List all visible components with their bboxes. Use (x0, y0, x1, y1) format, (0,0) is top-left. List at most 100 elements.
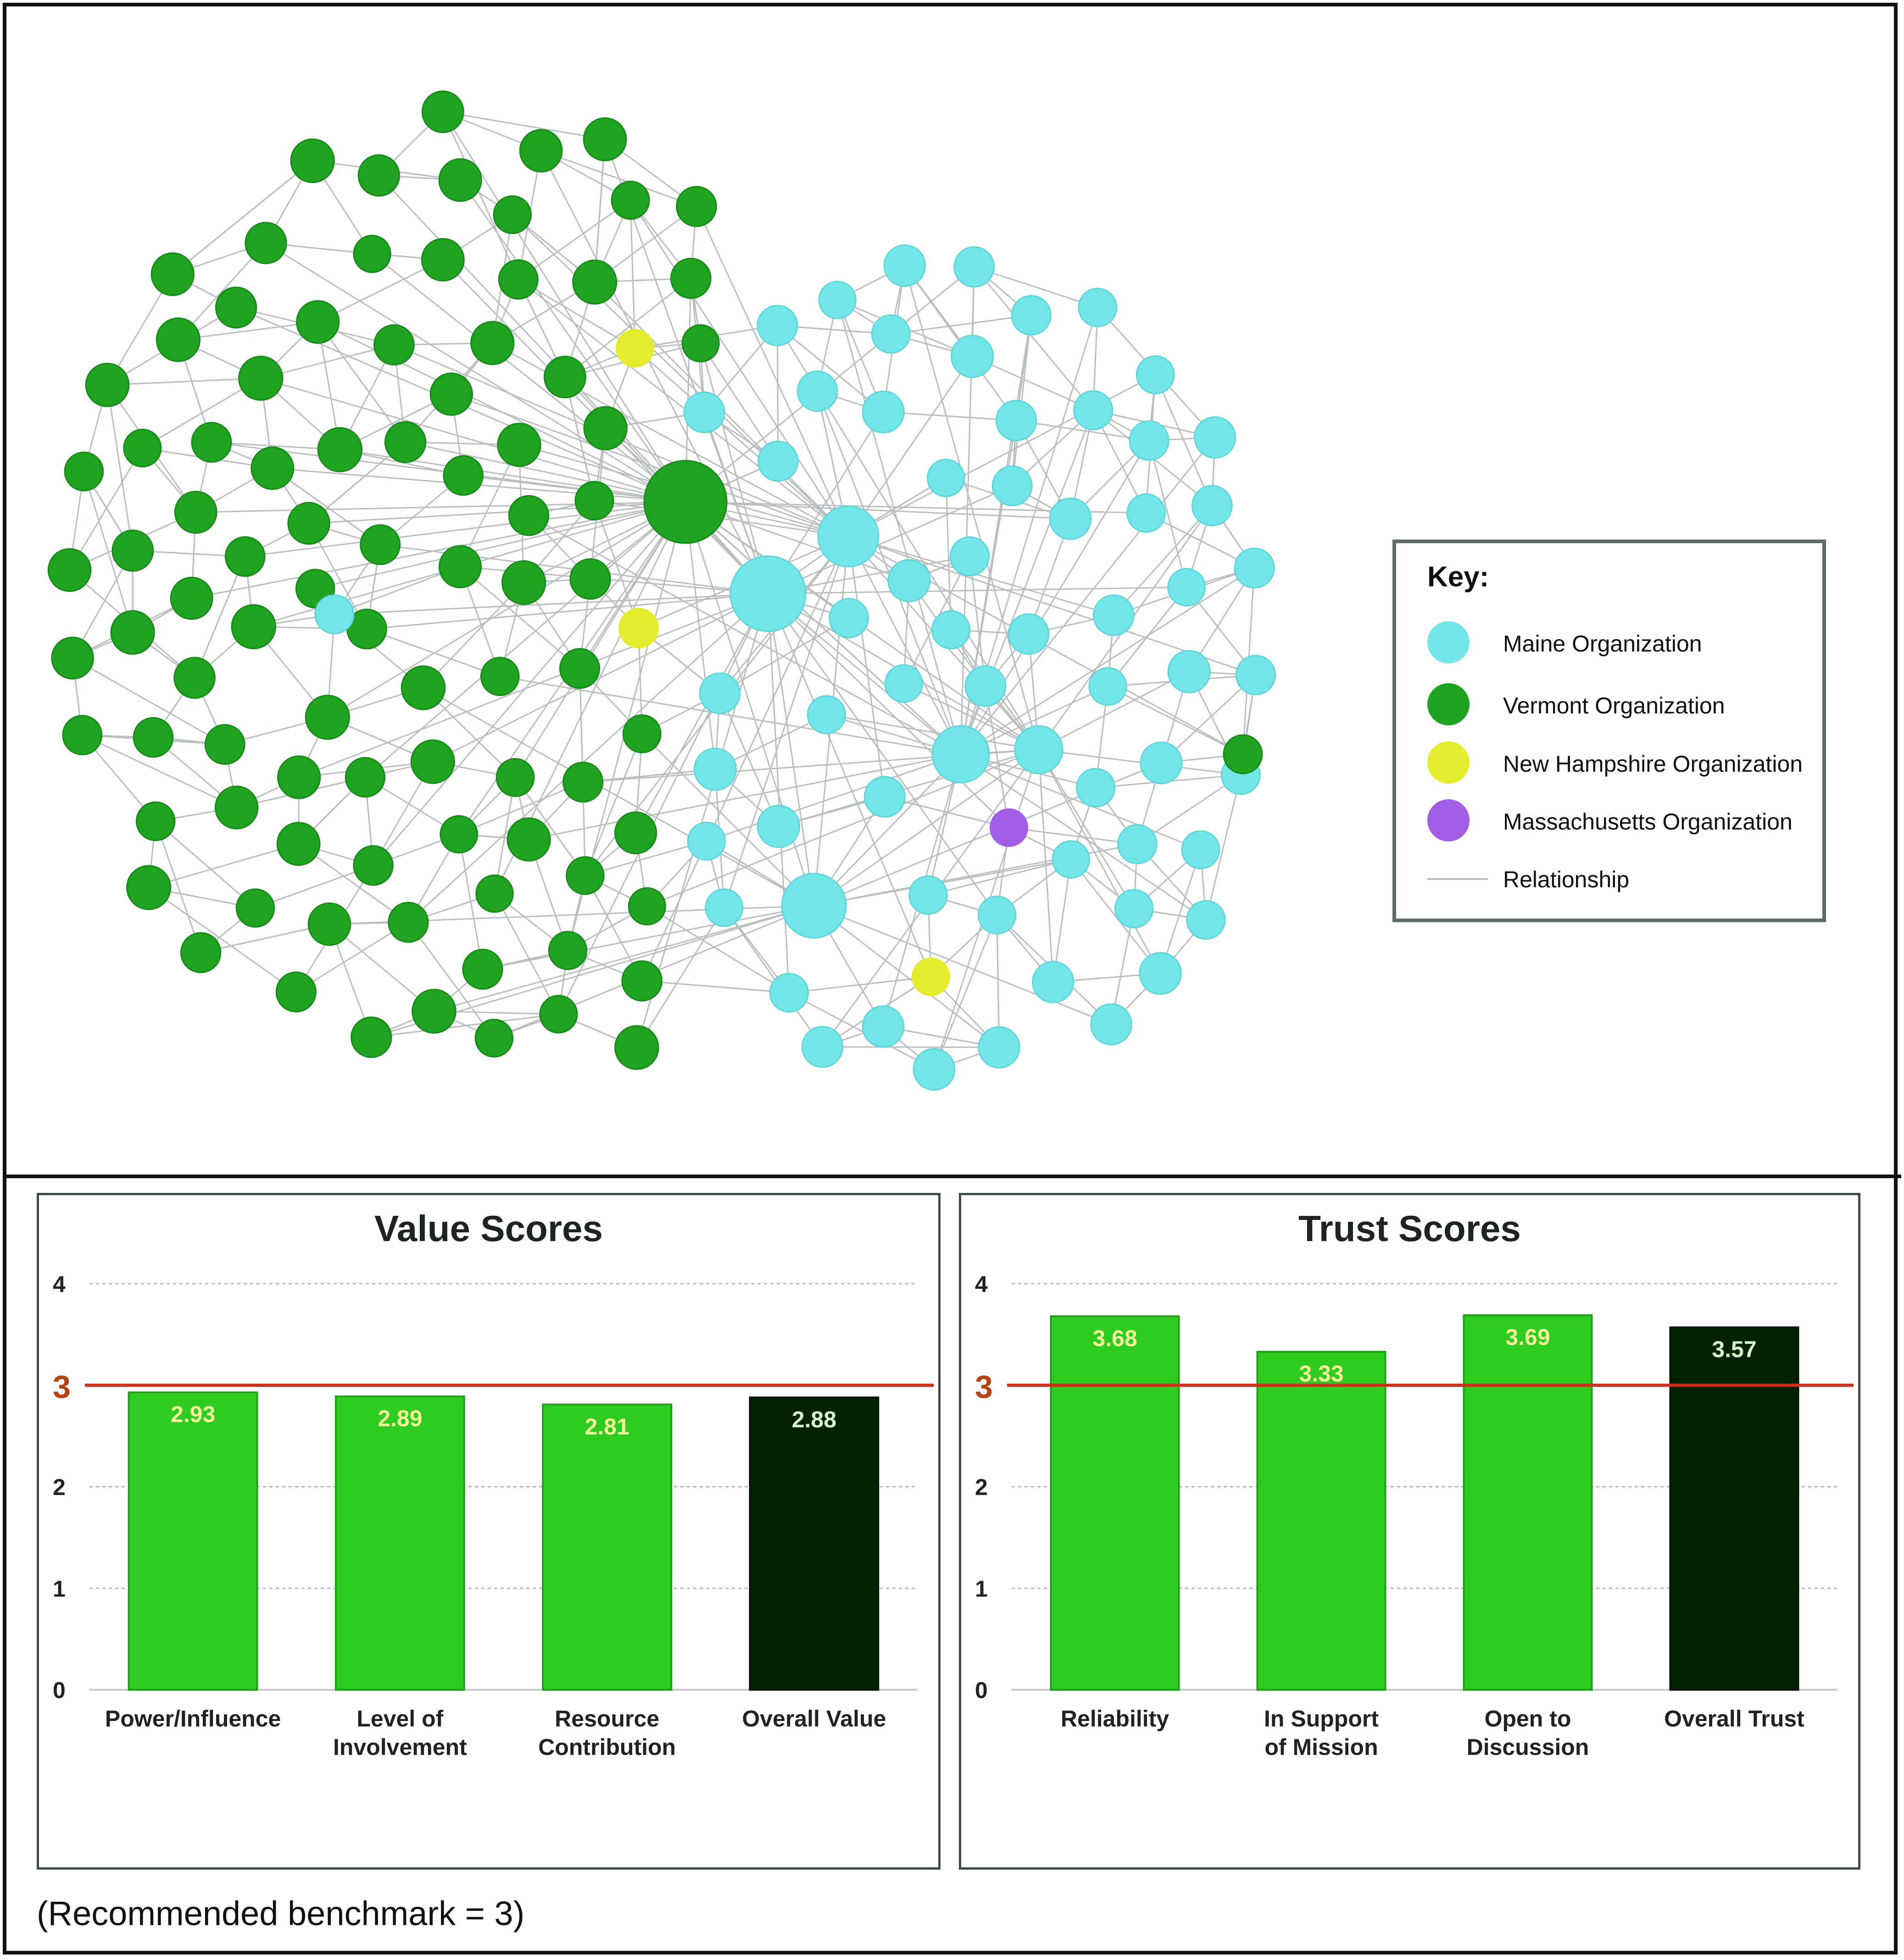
relationship-line (1159, 849, 1202, 974)
key-item-new-hampshire: New Hampshire Organization (1427, 741, 1822, 787)
vermont-organization-node (543, 356, 586, 399)
maine-organization-node (1093, 594, 1135, 636)
vermont-organization-node (231, 604, 276, 650)
relationship-line (82, 734, 237, 808)
relationship-line (83, 471, 134, 633)
figure-frame (3, 3, 1898, 1954)
x-tick-label: Overall Trust (1664, 1706, 1804, 1732)
bar (749, 1396, 880, 1691)
maine-organization-node (1181, 830, 1220, 869)
relationship-line (514, 777, 586, 876)
relationship-line (972, 356, 1094, 411)
relationship-line (1038, 749, 1241, 776)
vermont-organization-node (156, 317, 200, 362)
relationship-line (883, 411, 1017, 422)
relationship-line (583, 768, 716, 783)
maine-organization-node (953, 246, 995, 288)
maine-organization-node (683, 391, 725, 434)
maine-organization-node (1194, 416, 1236, 459)
vermont-organization-node (474, 1019, 514, 1058)
relationship-line (265, 242, 686, 503)
relationship-line (891, 314, 1031, 335)
maine-organization-node (913, 1048, 956, 1091)
relationship-line (767, 593, 932, 977)
vermont-organization-node (251, 446, 295, 490)
relationship-line (848, 535, 1114, 616)
vermont-organization-node (51, 636, 94, 680)
relationship-line (299, 593, 768, 778)
vermont-organization-node (569, 558, 611, 600)
relationship-line (642, 980, 789, 994)
relationship-line (826, 714, 1039, 751)
vermont-organization-node (133, 717, 174, 758)
vermont-organization-node (498, 259, 539, 300)
maine-organization-node (887, 559, 931, 602)
vermont-organization-node (351, 1016, 392, 1058)
vermont-organization-node (508, 495, 550, 536)
relationship-line (789, 992, 935, 1070)
relationship-line (646, 906, 790, 993)
relationship-line (768, 485, 1013, 595)
vermont-organization-node (345, 757, 386, 798)
relationship-line (767, 593, 1010, 829)
relationship-line (685, 501, 1071, 520)
maine-organization-node (1014, 725, 1063, 774)
chart-title: Value Scores (374, 1208, 603, 1249)
vermont-swatch-icon (1427, 683, 1470, 725)
maine-organization-node (863, 776, 906, 818)
relationship-line (1154, 374, 1213, 506)
y-tick-label: 0 (53, 1677, 66, 1703)
vermont-organization-node (1223, 734, 1263, 774)
maine-organization-node (757, 440, 799, 482)
vermont-organization-node (353, 234, 391, 273)
vermont-organization-node (47, 548, 92, 592)
vermont-organization-node (421, 90, 464, 134)
vermont-organization-node (401, 665, 446, 710)
maine-organization-node (871, 314, 911, 354)
key-title: Key: (1427, 561, 1489, 593)
vermont-organization-node (123, 429, 162, 468)
maine-organization-node (951, 334, 994, 378)
maine-organization-node (769, 973, 809, 1013)
maine-organization-node (796, 370, 838, 412)
vermont-organization-node (85, 362, 130, 407)
relationship-line (494, 893, 559, 1015)
relationship-line (272, 468, 381, 546)
maine-organization-node (757, 805, 801, 848)
relationship-line (327, 501, 686, 718)
maine-organization-node (884, 664, 923, 703)
relationship-line (1113, 505, 1213, 616)
vermont-organization-node (191, 422, 232, 463)
relationship-line (423, 582, 524, 689)
vermont-organization-node (475, 874, 514, 913)
relationship-line (260, 344, 395, 379)
maine-organization-node (995, 400, 1037, 441)
bar-value-label: 2.93 (171, 1402, 215, 1427)
vermont-organization-node (621, 960, 663, 1002)
maine-organization-node (1234, 547, 1275, 589)
vermont-organization-node (501, 560, 546, 605)
maine-organization-node (705, 888, 744, 927)
relationship-line (372, 253, 686, 503)
key-item-relationship: Relationship (1427, 857, 1822, 903)
relationship-line (641, 536, 849, 981)
maine-organization-node (1140, 741, 1183, 785)
y-tick-label: 4 (975, 1271, 988, 1297)
vermont-organization-node (353, 845, 394, 886)
relationship-line (451, 393, 849, 537)
relationship-line (1205, 774, 1241, 920)
relationship-line (245, 501, 686, 557)
relationship-line (685, 501, 962, 755)
vermont-organization-node (360, 524, 401, 565)
vermont-organization-node (470, 321, 515, 365)
relationship-line (334, 566, 461, 615)
maine-organization-node (1186, 900, 1226, 940)
maine-organization-node (1073, 390, 1113, 430)
vermont-organization-node (438, 545, 482, 589)
x-tick-label: In Support of Mission (1264, 1706, 1379, 1760)
vermont-organization-node (562, 762, 604, 803)
relationship-line (434, 905, 814, 1012)
bar (334, 1395, 465, 1691)
maine-organization-node (977, 896, 1017, 935)
relationship-line (719, 693, 779, 827)
